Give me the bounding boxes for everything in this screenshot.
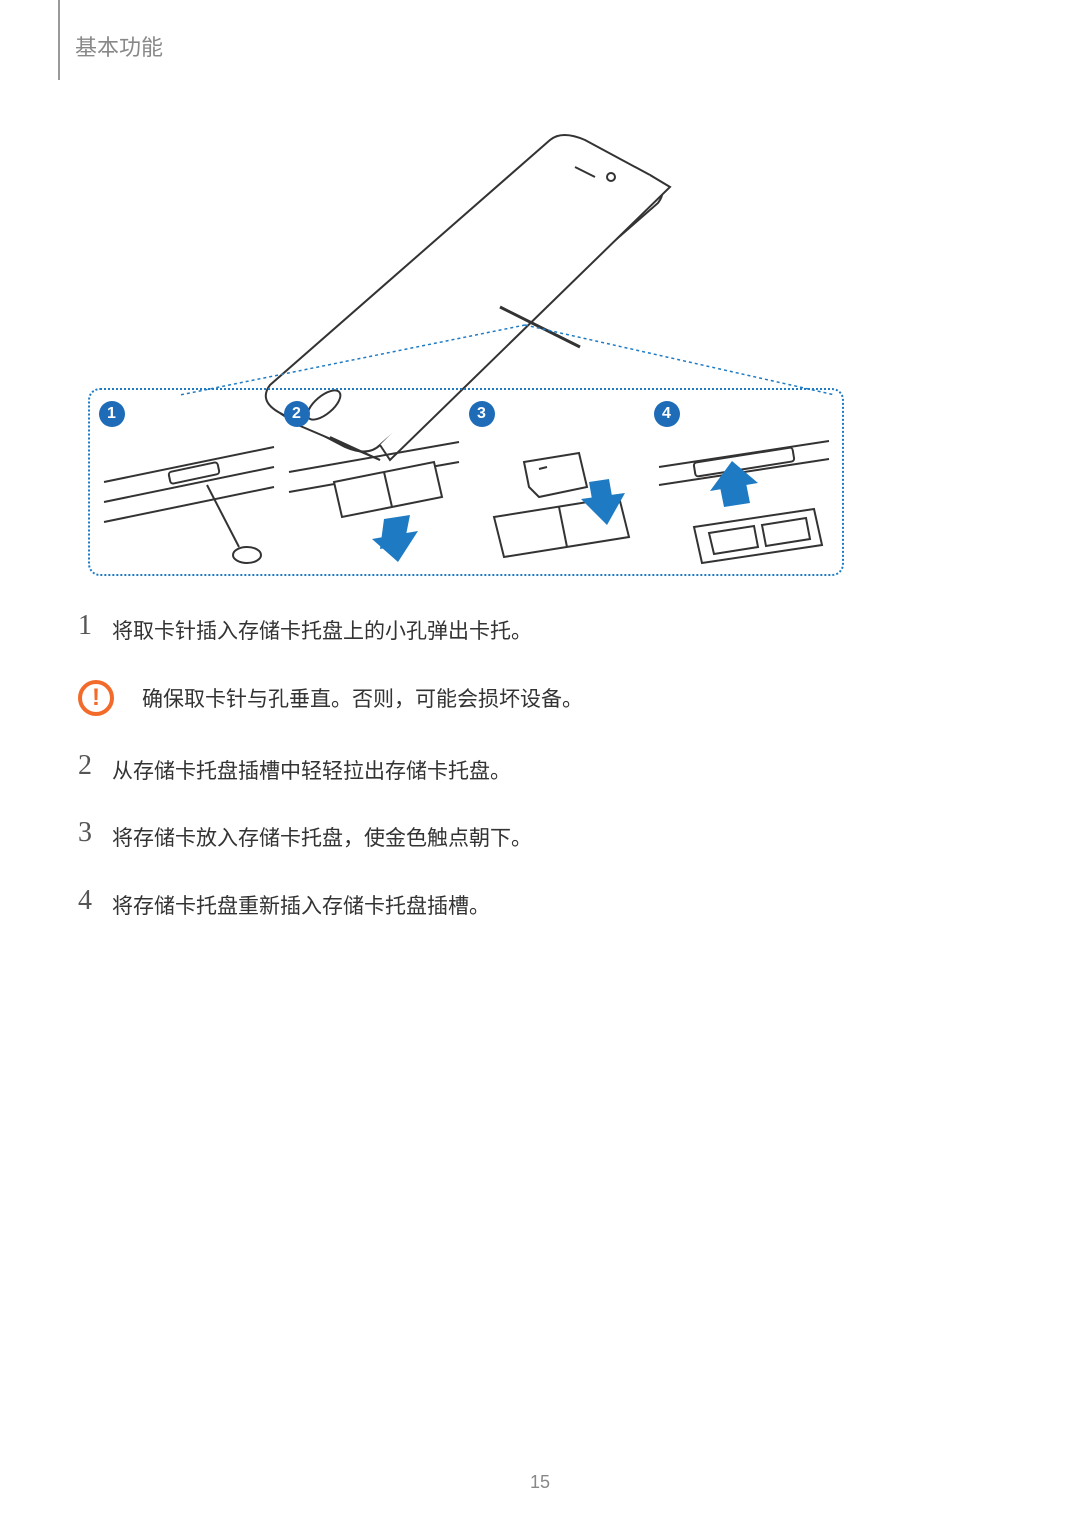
step-badge-3: 3 <box>469 401 495 427</box>
step-text: 将取卡针插入存储卡托盘上的小孔弹出卡托。 <box>112 612 532 648</box>
section-header: 基本功能 <box>75 30 163 62</box>
caution-note: ! 确保取卡针与孔垂直。否则，可能会损坏设备。 <box>78 680 918 716</box>
step-badge-4: 4 <box>654 401 680 427</box>
step-number: 1 <box>78 612 112 640</box>
panel-art-insert <box>654 427 834 567</box>
step-4: 4 将存储卡托盘重新插入存储卡托盘插槽。 <box>78 887 918 923</box>
callout-panel-1: 1 <box>99 397 279 567</box>
step-number: 2 <box>78 752 112 780</box>
left-margin-rule <box>58 0 60 80</box>
panel-art-eject <box>99 427 279 567</box>
panel-art-placecard <box>469 427 649 567</box>
step-text: 将存储卡托盘重新插入存储卡托盘插槽。 <box>112 887 490 923</box>
callout-box: 1 2 <box>88 388 844 576</box>
step-1: 1 将取卡针插入存储卡托盘上的小孔弹出卡托。 <box>78 612 918 648</box>
callout-panel-2: 2 <box>284 397 464 567</box>
panel-art-pullout <box>284 427 464 567</box>
step-3: 3 将存储卡放入存储卡托盘，使金色触点朝下。 <box>78 819 918 855</box>
step-text: 从存储卡托盘插槽中轻轻拉出存储卡托盘。 <box>112 752 511 788</box>
page-number: 15 <box>530 1472 550 1493</box>
step-text: 将存储卡放入存储卡托盘，使金色触点朝下。 <box>112 819 532 855</box>
step-badge-2: 2 <box>284 401 310 427</box>
instruction-steps: 1 将取卡针插入存储卡托盘上的小孔弹出卡托。 ! 确保取卡针与孔垂直。否则，可能… <box>78 612 918 954</box>
caution-text: 确保取卡针与孔垂直。否则，可能会损坏设备。 <box>142 683 583 713</box>
callout-panel-4: 4 <box>654 397 834 567</box>
step-2: 2 从存储卡托盘插槽中轻轻拉出存储卡托盘。 <box>78 752 918 788</box>
callout-panel-3: 3 <box>469 397 649 567</box>
step-badge-1: 1 <box>99 401 125 427</box>
caution-icon: ! <box>78 680 114 716</box>
step-number: 3 <box>78 819 112 847</box>
step-number: 4 <box>78 887 112 915</box>
